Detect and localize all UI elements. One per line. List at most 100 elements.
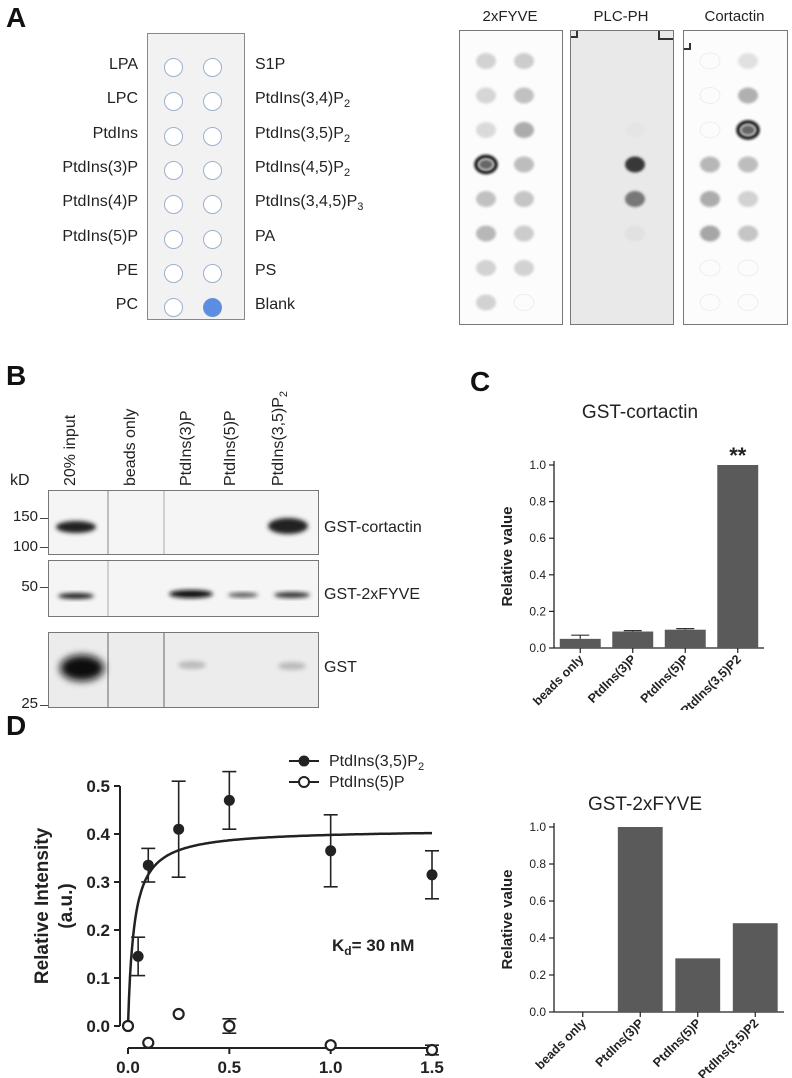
y-axis-label: Relative value [499, 506, 516, 606]
lipid-label-right: PtdIns(3,5)P2 [255, 124, 351, 145]
legend-marker [298, 776, 310, 788]
y-tick-label: 0.4 [529, 931, 546, 945]
bar-3 [732, 923, 778, 1012]
blot-spot [476, 53, 496, 69]
lipid-spot [203, 160, 222, 180]
y-tick-label: 0.2 [529, 968, 546, 982]
x-tick-label: PtdIns(5)P [650, 1016, 704, 1070]
blot-spot [514, 122, 534, 138]
lipid-label-left: PC [115, 296, 138, 314]
panel-label-b: B [6, 360, 27, 391]
blot-spot [738, 156, 758, 173]
data-point-open [172, 1007, 185, 1021]
blot-spots [474, 53, 535, 311]
x-tick-label: 0.0 [116, 1058, 140, 1077]
lane-label: beads only [122, 408, 139, 486]
bar-chart-cortactin: Relative value 0.0 0.2 0.4 0.6 0.8 1.0 beads on… [499, 443, 764, 710]
y-tick-label: 1.0 [529, 820, 546, 834]
blot-spot [625, 225, 645, 242]
blot-corner-mark [571, 31, 578, 38]
y-tick-label: 0.8 [529, 857, 546, 871]
blot-spot [699, 87, 721, 104]
y-tick-label: 0.1 [86, 969, 110, 988]
band-input-cortactin [56, 521, 96, 533]
blot-fyve [48, 560, 319, 617]
lipid-label-right: Blank [255, 296, 296, 314]
kd-annotation: Kd= 30 nM [332, 936, 414, 958]
y-tick-label: 0.4 [86, 825, 110, 844]
lane-label: PtdIns(3)P [178, 410, 195, 486]
chart-title-fyve: GST-2xFYVE [587, 794, 703, 815]
y-tick-label: 0.8 [529, 495, 546, 509]
lipid-spot [203, 92, 222, 112]
data-point-open [425, 1043, 439, 1057]
lipid-spot [203, 195, 222, 215]
blot-spot [514, 191, 534, 207]
bar-0 [559, 638, 601, 648]
x-tick-label: 1.0 [319, 1058, 343, 1077]
significance-annotation: ** [729, 443, 747, 468]
y-tick-label: 0.5 [86, 777, 110, 796]
y-tick-label: 0.0 [86, 1017, 110, 1036]
chart-title-cortactin: GST-cortactin [581, 402, 699, 423]
y-axis-label-units: (a.u.) [56, 883, 77, 928]
bar-1 [617, 827, 663, 1012]
band-35-cortactin [268, 518, 308, 534]
panel-label-c: C [470, 366, 491, 397]
y-tick-label: 0.6 [529, 894, 546, 908]
lane-label: PtdIns(5)P [222, 410, 239, 486]
blot-spots [571, 31, 673, 242]
bar-2 [664, 629, 706, 648]
blot-spot [476, 87, 496, 104]
blot-spot [514, 53, 534, 69]
blot-spot [738, 53, 758, 69]
marker-50: 50 [21, 578, 38, 595]
lipid-spot [203, 298, 222, 318]
data-point-filled [325, 845, 337, 857]
lipid-spot [164, 229, 183, 249]
x-tick-label: PtdIns(3,5)P2 [695, 1016, 761, 1078]
binding-curve-chart: 0.0 0.1 0.2 0.3 0.4 0.5 0.0 0.5 1.0 1.5 PtdIns(3,5… [32, 753, 444, 1077]
lipid-strip-membrane [147, 33, 245, 320]
y-tick-label: 0.2 [529, 604, 546, 618]
marker-100: 100 [12, 538, 38, 555]
marker-tick [40, 705, 48, 706]
lipid-label-right: PA [255, 227, 276, 245]
lipid-label-right: PtdIns(3,4)P2 [255, 90, 351, 111]
blot-spot [479, 159, 493, 170]
blot-spot [514, 156, 534, 173]
blot-title: 2xFYVE [482, 8, 538, 25]
y-tick-label: 0.0 [529, 641, 546, 655]
lipid-label-left: PtdIns [92, 124, 138, 142]
blot-spot [513, 294, 535, 311]
blot-spot [625, 191, 645, 207]
x-tick-label: PtdIns(5)P [638, 652, 692, 706]
lipid-spot [164, 92, 183, 112]
blot-corner-mark [658, 31, 673, 40]
band-label-gst: GST [324, 659, 357, 676]
band-input-fyve [58, 593, 94, 599]
lipid-label-left: PE [116, 261, 138, 279]
blot-spot [741, 125, 755, 135]
blot-corner-mark [684, 43, 691, 50]
blot-title: Cortactin [704, 8, 765, 25]
band-3p-fyve [169, 590, 213, 598]
y-tick-label: 1.0 [529, 458, 546, 472]
x-tick-label: 1.5 [420, 1058, 444, 1077]
blot-spot [476, 260, 496, 276]
lipid-label-right: PS [255, 261, 277, 279]
legend-marker [298, 755, 310, 767]
y-tick-label: 0.2 [86, 921, 110, 940]
blot-spots [684, 43, 760, 311]
band-5p-fyve [228, 592, 258, 598]
blot-spot [737, 294, 759, 311]
blot-spot [476, 191, 496, 207]
blot-spot [700, 225, 720, 242]
blot-membrane [459, 30, 563, 325]
x-tick-label: beads only [533, 1016, 589, 1072]
blot-spot [476, 225, 496, 242]
data-point-filled [223, 794, 235, 806]
lipid-label-right: PtdIns(3,4,5)P3 [255, 193, 364, 214]
y-tick-label: 0.6 [529, 531, 546, 545]
data-point-filled [132, 950, 144, 962]
